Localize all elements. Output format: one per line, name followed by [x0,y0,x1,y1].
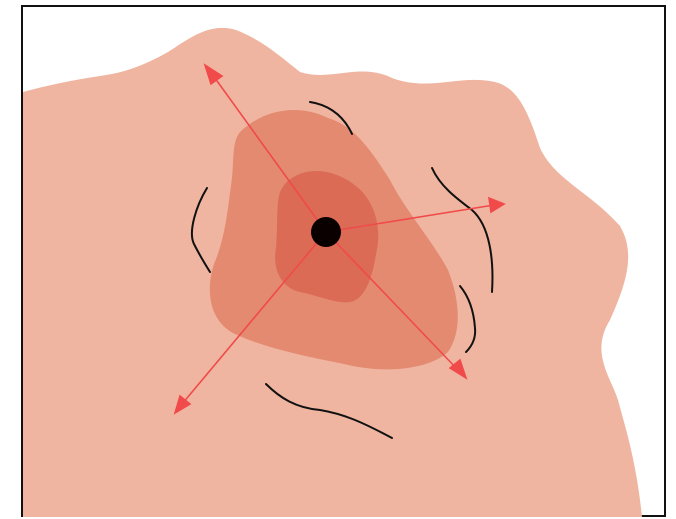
contour-line-right-lower [459,285,477,353]
arrow-line-down-left [181,231,327,405]
arrow-line-up-left [211,73,327,233]
arrow-right-icon [488,196,506,214]
central-point [311,217,341,247]
arrow-line-right [325,204,495,233]
contour-lines [190,101,494,439]
arrow-down-left-icon [173,394,192,415]
arrow-line-down-right [325,231,459,371]
contour-line-left [190,187,211,273]
contour-line-right [431,167,494,293]
contour-line-bottom [265,383,393,439]
spread-arrows [173,63,506,415]
arrow-up-left-icon [203,63,224,86]
arrow-down-right-icon [448,358,468,380]
contour-line-top [309,101,353,135]
